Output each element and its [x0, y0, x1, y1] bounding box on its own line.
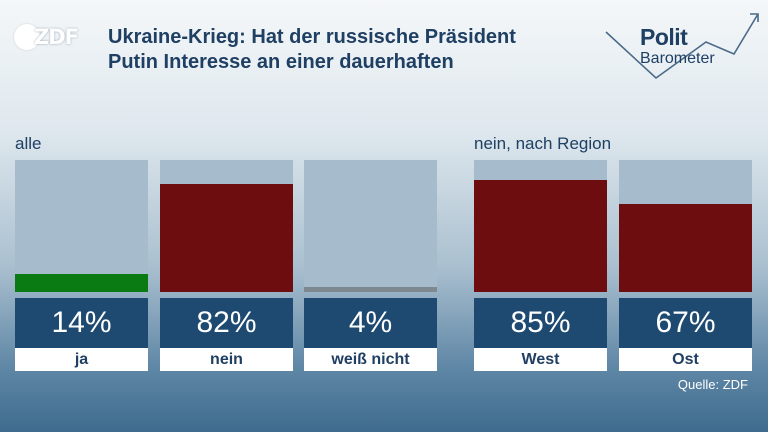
zdf-logo-text: ZDF [34, 25, 79, 49]
value-label-weiss-nicht: 4% [304, 298, 437, 348]
politbarometer-logo: Polit Barometer [600, 10, 768, 80]
panel-label-region: nein, nach Region [474, 134, 612, 153]
politbarometer-logo-bottom: Barometer [640, 50, 715, 67]
category-label-nein: nein [160, 348, 293, 371]
bar-track-ost [619, 160, 752, 292]
chart-title-line-2: Putin Interesse an einer dauerhaften [108, 51, 454, 73]
value-label-west: 85% [474, 298, 607, 348]
value-label-ost: 67% [619, 298, 752, 348]
category-label-west: West [474, 348, 607, 371]
value-label-nein: 82% [160, 298, 293, 348]
zdf-logo: ZDF [14, 22, 80, 52]
category-label-ja: ja [15, 348, 148, 371]
politbarometer-logo-graphic [605, 13, 759, 80]
bar-track-weiss-nicht [304, 160, 437, 292]
bar-weiss-nicht [304, 286, 437, 292]
bar-track-west [474, 160, 607, 292]
chart-title-line-1: Ukraine-Krieg: Hat der russische Präside… [108, 26, 516, 48]
politbarometer-logo-top: Polit [640, 24, 688, 50]
chart-title: Ukraine-Krieg: Hat der russische Präside… [108, 25, 588, 75]
bar-west [474, 179, 607, 292]
bar-track-ja [15, 160, 148, 292]
bar-ja [15, 273, 148, 292]
category-label-weiss-nicht: weiß nicht [304, 348, 437, 371]
source-note: Quelle: ZDF [677, 377, 748, 392]
category-label-ost: Ost [619, 348, 752, 371]
zdf-logo-circle [14, 24, 40, 50]
bar-ost [619, 203, 752, 292]
panel-label-alle: alle [15, 134, 42, 153]
bar-nein [160, 183, 293, 292]
value-label-ja: 14% [15, 298, 148, 348]
bar-track-nein [160, 160, 293, 292]
